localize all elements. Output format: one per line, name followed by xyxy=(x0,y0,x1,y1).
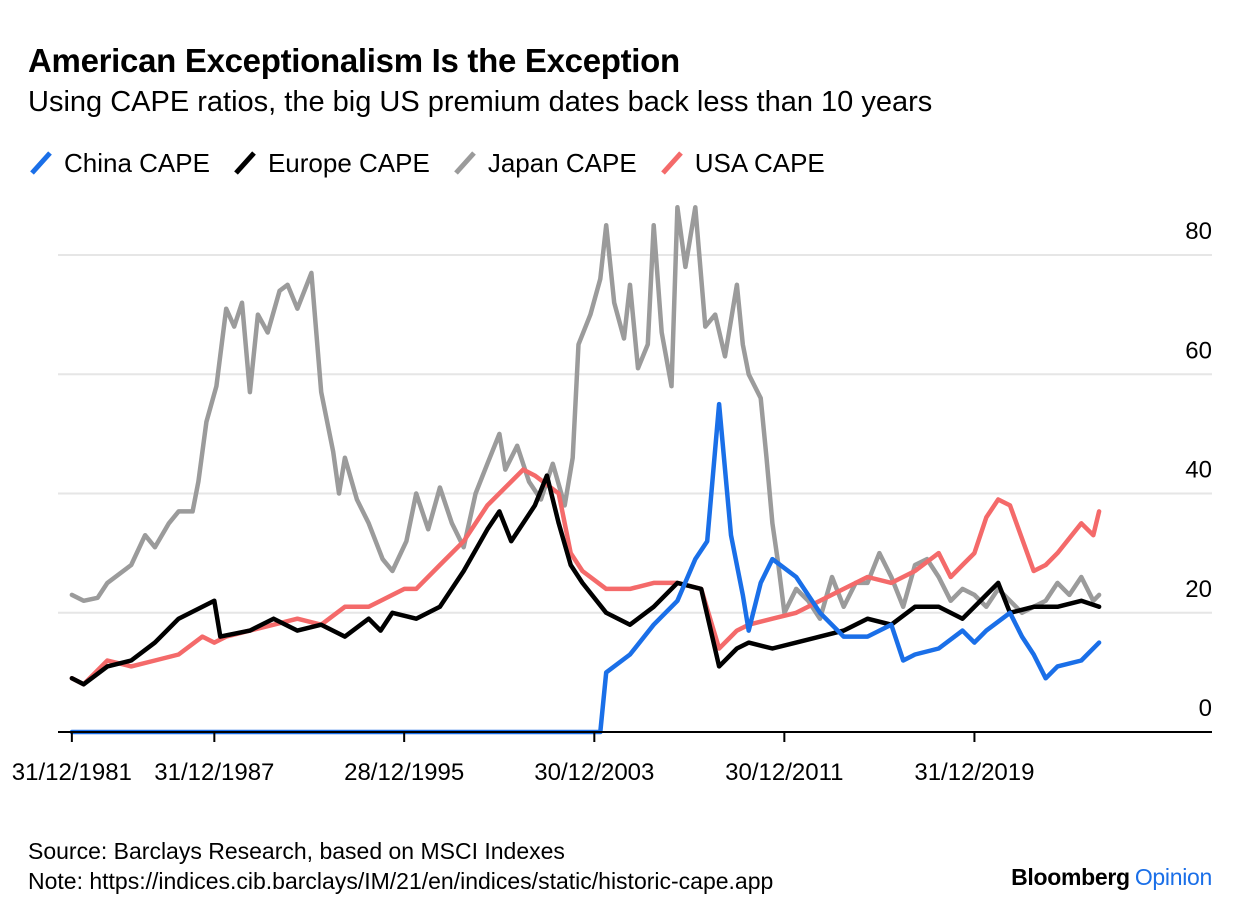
y-tick-label-60: 60 xyxy=(1185,337,1212,364)
url-note: Note: https://indices.cib.barclays/IM/21… xyxy=(28,868,774,894)
chart-legend: China CAPE Europe CAPE Japan CAPE USA CA… xyxy=(28,146,847,180)
legend-swatch-europe xyxy=(234,151,256,175)
brand-secondary: Opinion xyxy=(1134,864,1212,890)
y-axis-ticks: 0 20 40 60 80 xyxy=(1185,218,1212,722)
legend-item-usa: USA CAPE xyxy=(659,148,825,179)
x-tick-label-1: 31/12/1987 xyxy=(154,759,274,786)
bloomberg-opinion-logo: Bloomberg Opinion xyxy=(1011,864,1212,891)
x-tick-label-2: 28/12/1995 xyxy=(344,759,464,786)
legend-item-japan: Japan CAPE xyxy=(452,148,637,179)
legend-item-china: China CAPE xyxy=(28,148,210,179)
legend-label-usa: USA CAPE xyxy=(694,147,825,178)
series-line-china-cape xyxy=(69,401,1102,735)
legend-label-europe: Europe CAPE xyxy=(267,147,430,178)
legend-swatch-japan xyxy=(453,151,476,175)
source-note: Source: Barclays Research, based on MSCI… xyxy=(28,838,565,864)
chart-subtitle: Using CAPE ratios, the big US premium da… xyxy=(28,86,933,118)
legend-label-japan: Japan CAPE xyxy=(487,147,637,178)
legend-item-europe: Europe CAPE xyxy=(232,148,430,179)
x-tick-label-4: 30/12/2011 xyxy=(725,759,843,786)
chart-title: American Exceptionalism Is the Exception xyxy=(28,42,680,79)
legend-label-china: China CAPE xyxy=(64,147,210,178)
y-tick-label-40: 40 xyxy=(1185,457,1212,484)
y-tick-label-80: 80 xyxy=(1185,218,1212,245)
y-tick-label-0: 0 xyxy=(1199,695,1212,722)
x-tick-label-3: 30/12/2003 xyxy=(534,759,654,786)
x-tick-label-5: 31/12/2019 xyxy=(914,759,1034,786)
x-tick-label-0: 31/12/1981 xyxy=(12,759,132,786)
legend-swatch-usa xyxy=(660,151,683,175)
series-line-europe-cape xyxy=(69,473,1102,687)
brand-primary: Bloomberg xyxy=(1011,864,1130,890)
grid-lines xyxy=(58,254,1212,614)
series-line-japan-cape xyxy=(69,205,1102,621)
legend-swatch-china xyxy=(30,151,52,175)
y-tick-label-20: 20 xyxy=(1185,576,1212,603)
series-line-usa-cape xyxy=(69,467,1102,687)
series-lines xyxy=(69,205,1102,735)
x-axis-ticks: 31/12/1981 31/12/1987 28/12/1995 30/12/2003… xyxy=(12,732,1034,786)
